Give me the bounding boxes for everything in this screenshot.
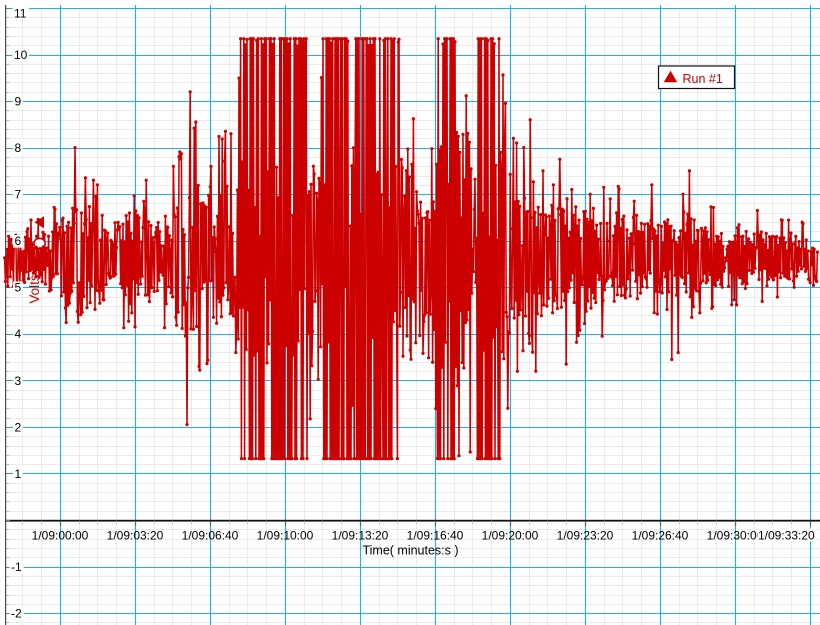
svg-text:1/09:33:20: 1/09:33:20 — [758, 529, 815, 543]
svg-text:1/09:30:00: 1/09:30:00 — [707, 529, 764, 543]
svg-text:1/09:10:00: 1/09:10:00 — [257, 529, 314, 543]
svg-text:1/09:13:20: 1/09:13:20 — [332, 529, 389, 543]
svg-text:1/09:03:20: 1/09:03:20 — [107, 529, 164, 543]
svg-text:6: 6 — [15, 234, 22, 248]
svg-text:1/09:26:40: 1/09:26:40 — [632, 529, 689, 543]
svg-text:Run #1: Run #1 — [683, 72, 723, 86]
svg-text:9: 9 — [15, 95, 22, 109]
svg-text:1/09:20:00: 1/09:20:00 — [482, 529, 539, 543]
svg-text:1/09:16:40: 1/09:16:40 — [407, 529, 464, 543]
svg-text:2: 2 — [15, 420, 22, 434]
svg-text:Volts: Volts — [27, 274, 42, 304]
svg-text:-1: -1 — [11, 560, 22, 574]
svg-text:1/09:23:20: 1/09:23:20 — [557, 529, 614, 543]
svg-text:3: 3 — [15, 374, 22, 388]
svg-text:1/09:00:00: 1/09:00:00 — [32, 529, 89, 543]
svg-text:1/09:06:40: 1/09:06:40 — [182, 529, 239, 543]
svg-text:5: 5 — [15, 281, 22, 295]
svg-text:4: 4 — [15, 327, 22, 341]
svg-text:-2: -2 — [11, 607, 22, 621]
svg-text:8: 8 — [15, 141, 22, 155]
svg-text:Time( minutes:s ): Time( minutes:s ) — [362, 544, 458, 558]
svg-text:11: 11 — [14, 7, 27, 21]
svg-text:1: 1 — [15, 467, 22, 481]
svg-text:7: 7 — [15, 188, 22, 202]
svg-text:10: 10 — [14, 48, 28, 62]
